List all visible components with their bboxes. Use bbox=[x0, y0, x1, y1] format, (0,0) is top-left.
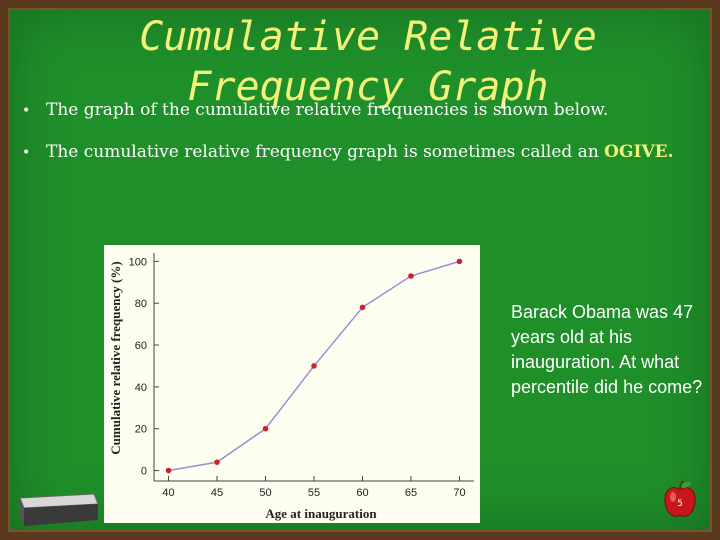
data-points bbox=[165, 258, 463, 474]
x-tick-label: 60 bbox=[356, 487, 368, 499]
data-point bbox=[359, 304, 366, 311]
ogive-term: OGIVE. bbox=[604, 142, 674, 162]
bullet-dot-icon: • bbox=[22, 103, 31, 119]
ogive-chart: Cumulative relative frequency (%) Age at… bbox=[108, 253, 474, 521]
question-text: Barack Obama was 47 years old at his ina… bbox=[511, 302, 703, 397]
axes: 0 20 40 60 80 100 40 45 50 55 60 65 70 bbox=[129, 253, 474, 499]
eraser-icon bbox=[19, 493, 99, 526]
x-tick-label: 70 bbox=[453, 487, 465, 499]
bullet-1: • The graph of the cumulative relative fr… bbox=[22, 99, 608, 122]
data-point bbox=[262, 425, 269, 432]
slide-title-line2: Frequency Graph bbox=[187, 64, 549, 110]
data-point bbox=[214, 459, 220, 465]
x-tick-label: 65 bbox=[405, 487, 417, 499]
x-tick-label: 40 bbox=[162, 487, 174, 499]
data-point bbox=[165, 467, 172, 474]
y-tick-label: 100 bbox=[129, 256, 147, 268]
y-axis-label: Cumulative relative frequency (%) bbox=[108, 261, 123, 454]
x-tick-label: 50 bbox=[259, 487, 271, 499]
chart-panel: Cumulative relative frequency (%) Age at… bbox=[104, 245, 480, 523]
data-point bbox=[311, 363, 317, 369]
y-tick-label: 80 bbox=[135, 298, 147, 310]
x-axis-label: Age at inauguration bbox=[265, 506, 377, 521]
bullet-dot-icon: • bbox=[22, 145, 31, 161]
slide-number: 5 bbox=[677, 499, 683, 509]
slide-title-line1: Cumulative Relative bbox=[139, 14, 597, 60]
y-tick-label: 20 bbox=[135, 424, 147, 436]
bullet-1-text: The graph of the cumulative relative fre… bbox=[46, 100, 609, 120]
data-point bbox=[456, 258, 463, 265]
apple-icon bbox=[664, 480, 696, 517]
bullet-2-text: The cumulative relative frequency graph … bbox=[46, 142, 605, 162]
y-tick-label: 40 bbox=[135, 382, 147, 394]
y-tick-label: 60 bbox=[135, 340, 147, 352]
x-tick-label: 55 bbox=[308, 487, 320, 499]
bullet-2: • The cumulative relative frequency graph… bbox=[22, 141, 674, 164]
x-tick-label: 45 bbox=[211, 487, 223, 499]
data-point bbox=[408, 273, 414, 279]
y-tick-label: 0 bbox=[141, 466, 147, 478]
